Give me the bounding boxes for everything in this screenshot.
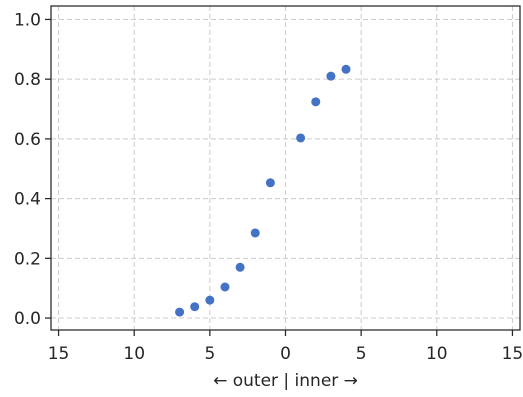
data-points (175, 64, 351, 317)
x-tick-label: 15 (502, 344, 523, 364)
x-tick-label: 5 (356, 344, 367, 364)
y-tick-label: 0.0 (14, 309, 41, 329)
data-point (311, 97, 321, 107)
data-point (220, 282, 230, 292)
x-axis-ticks: 15 10 5 0 5 10 15 (48, 330, 523, 364)
x-tick-label: 0 (280, 344, 291, 364)
y-axis-ticks: 0.0 0.2 0.4 0.6 0.8 1.0 (14, 10, 51, 329)
data-point (326, 71, 336, 81)
y-tick-label: 0.6 (14, 130, 41, 150)
data-point (296, 133, 306, 143)
y-tick-label: 1.0 (14, 10, 41, 30)
x-tick-label: 10 (426, 344, 448, 364)
x-tick-label: 15 (48, 344, 70, 364)
x-tick-label: 10 (123, 344, 145, 364)
data-point (175, 307, 185, 317)
x-tick-label: 5 (204, 344, 215, 364)
data-point (265, 178, 275, 188)
y-tick-label: 0.8 (14, 70, 41, 90)
data-point (341, 64, 351, 74)
x-axis-label: ← outer | inner → (213, 371, 358, 391)
data-point (190, 302, 200, 312)
data-point (205, 295, 215, 305)
data-point (235, 262, 245, 272)
y-tick-label: 0.2 (14, 249, 41, 269)
y-tick-label: 0.4 (14, 190, 41, 210)
grid-lines (51, 6, 520, 330)
data-point (250, 228, 260, 238)
